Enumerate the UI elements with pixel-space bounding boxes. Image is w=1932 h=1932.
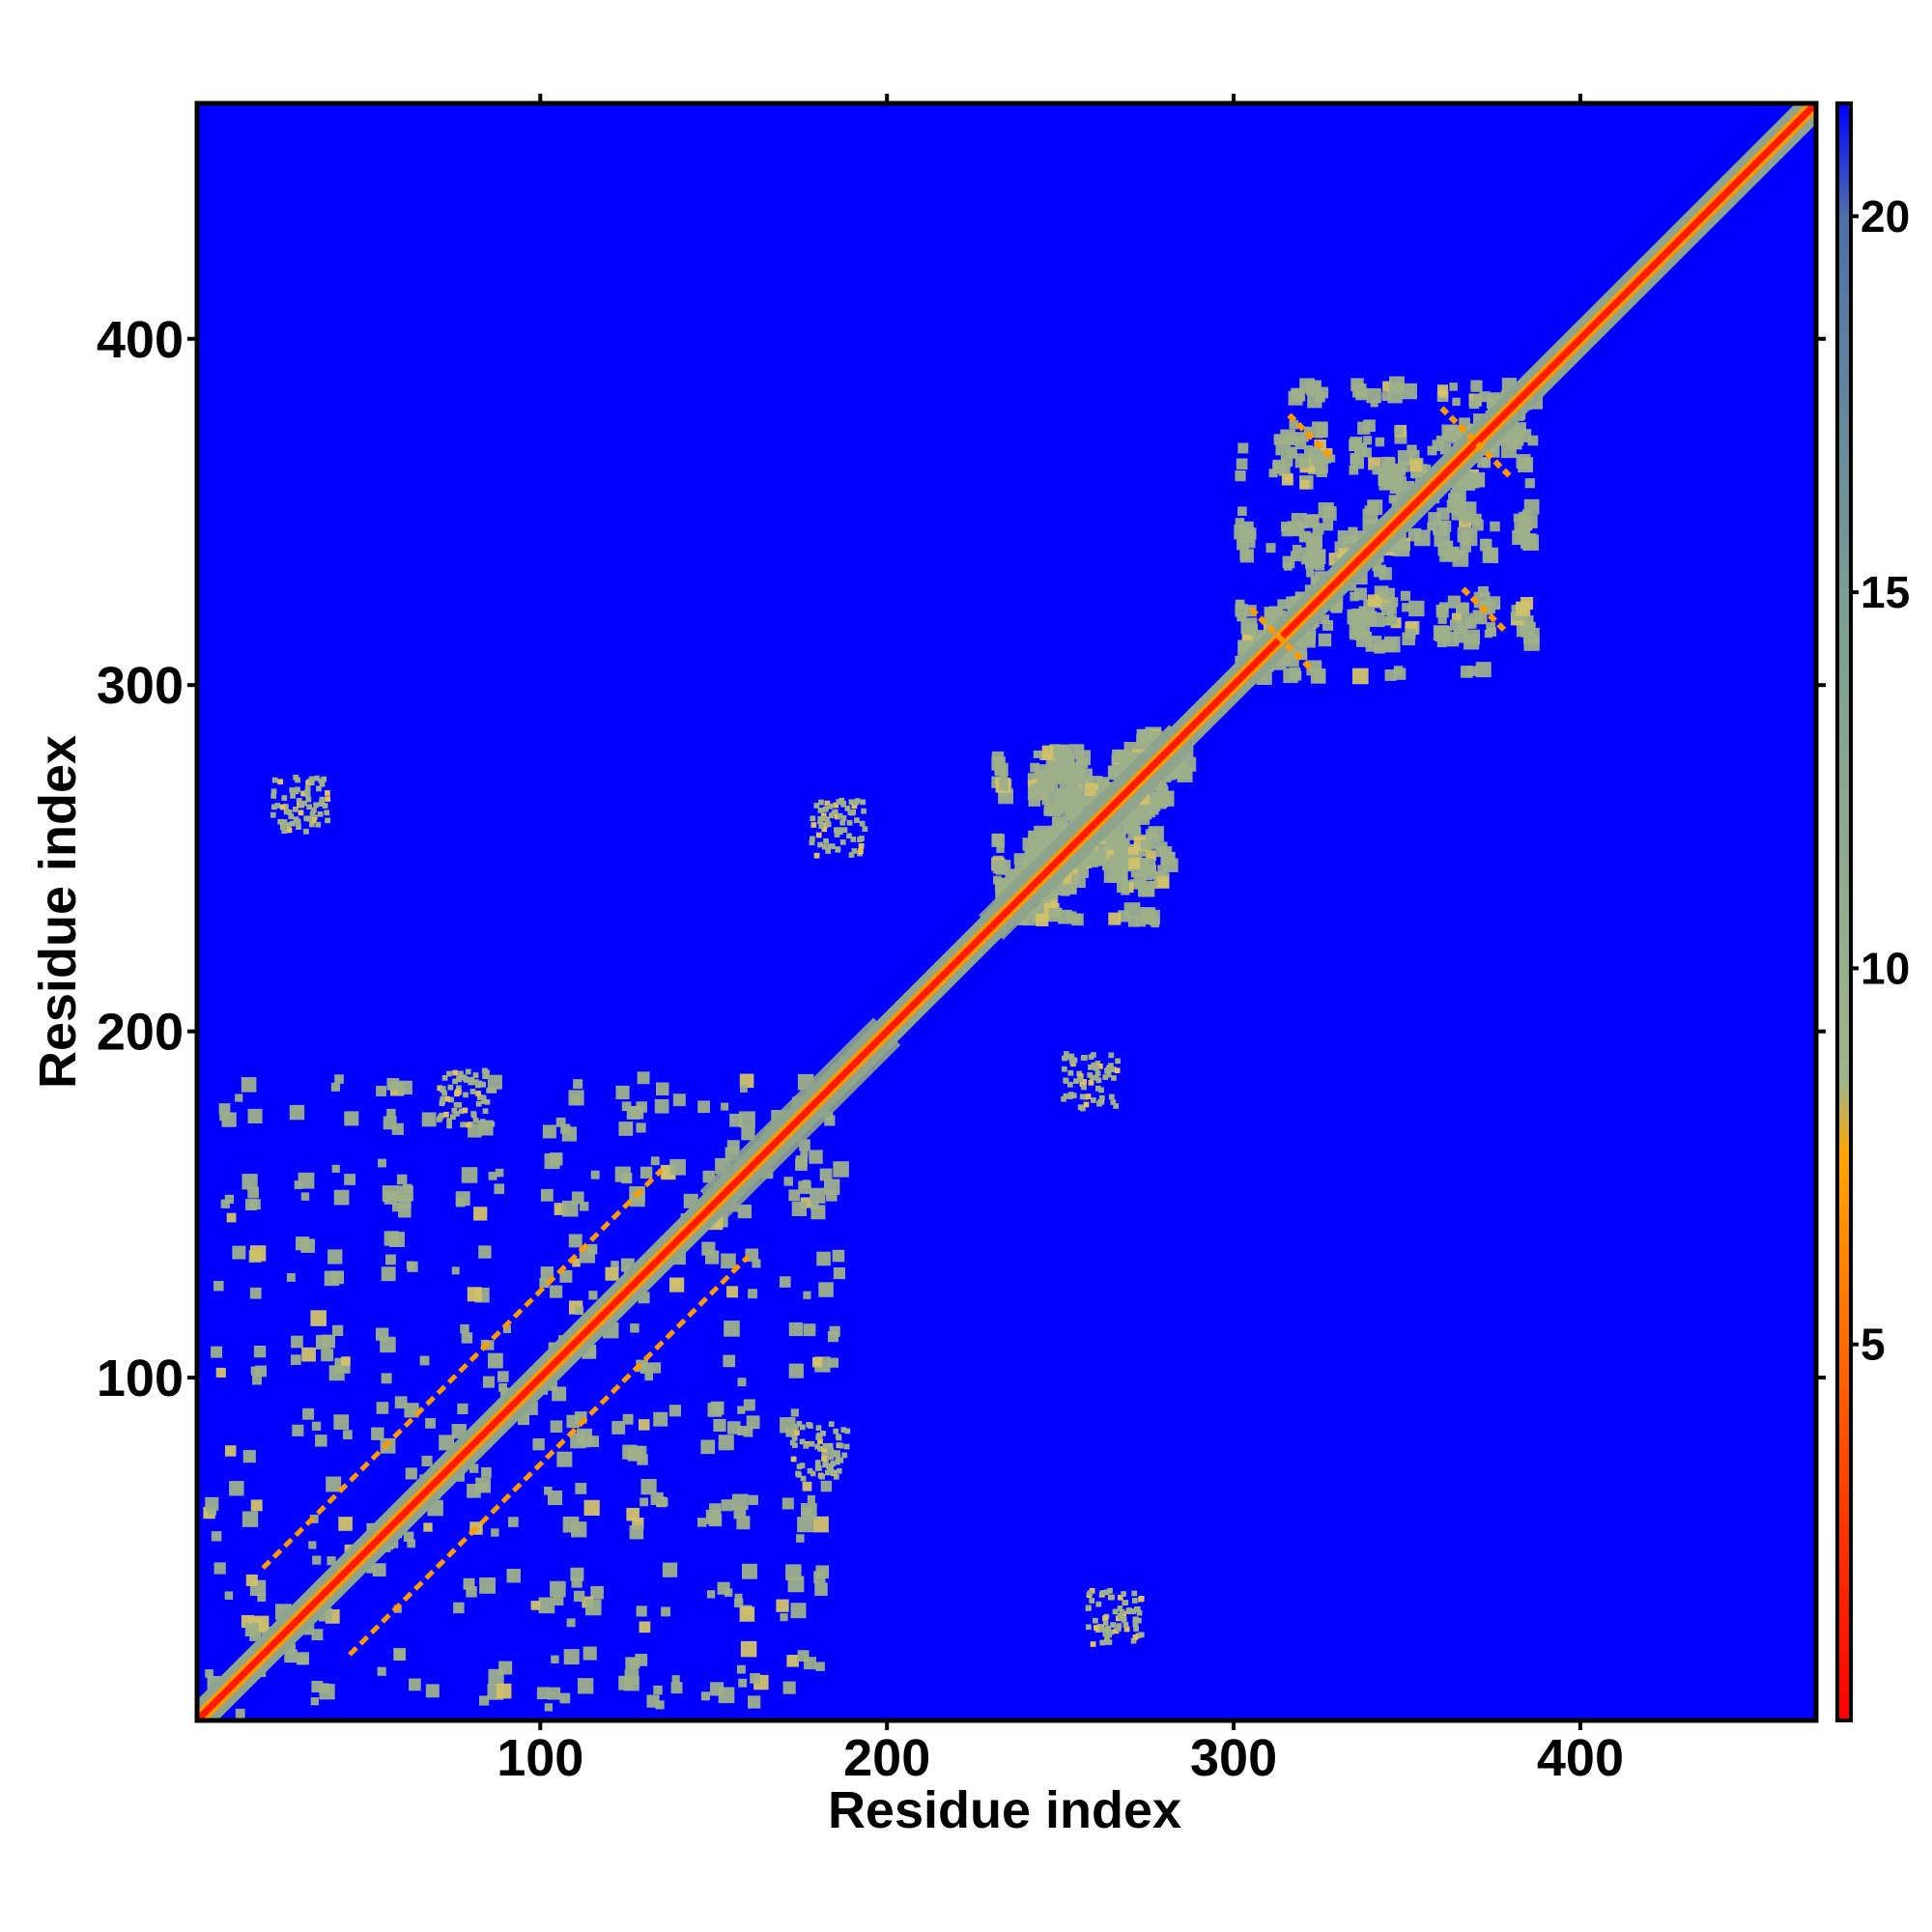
colorbar: 5 10 15 20: [1835, 101, 1910, 1722]
y-tick-label-400: 400: [97, 311, 184, 369]
heatmap-marks: [197, 103, 1816, 1720]
diagonal-thick-red-2: [988, 734, 1184, 930]
cterm-line-4: [1439, 406, 1514, 480]
x-tick-label-400: 400: [1537, 1729, 1624, 1787]
diagonal-thick-red-1: [711, 1029, 890, 1208]
strand-line-1: [261, 1168, 664, 1571]
x-tick-label-200: 200: [843, 1729, 930, 1787]
cterm-line-2: [1460, 585, 1507, 632]
isolated-patch-1: [270, 774, 331, 835]
x-axis-title: Residue index: [828, 1781, 1181, 1839]
y-axis-title: Residue index: [29, 735, 87, 1089]
colorbar-tick-label-5: 5: [1861, 1320, 1886, 1370]
y-tick-label-300: 300: [97, 657, 184, 715]
x-axis: 100 200 300 400: [497, 94, 1624, 1787]
isolated-patch-5: [1085, 1587, 1145, 1647]
cterm-line-3: [1248, 607, 1313, 670]
colorbar-tick-label-15: 15: [1861, 567, 1910, 617]
y-axis: 100 200 300 400: [97, 311, 1826, 1407]
colorbar-tick-label-10: 10: [1861, 943, 1910, 993]
isolated-patch-4: [1061, 1051, 1121, 1112]
y-tick-label-100: 100: [97, 1350, 184, 1407]
colorbar-gradient: [1835, 101, 1853, 1722]
x-tick-label-100: 100: [497, 1729, 583, 1787]
colorbar-tick-label-20: 20: [1861, 191, 1910, 242]
isolated-patch-2: [809, 797, 868, 859]
diagonal-thick-red-3: [1231, 388, 1531, 688]
y-tick-label-200: 200: [97, 1004, 184, 1062]
x-tick-label-300: 300: [1190, 1729, 1277, 1787]
plot-frame: [194, 100, 1819, 1723]
isolated-patch-6: [789, 1420, 851, 1482]
strand-line-2: [348, 1254, 751, 1657]
cterm-line-1: [1287, 412, 1333, 459]
isolated-patch-3: [436, 1067, 497, 1129]
